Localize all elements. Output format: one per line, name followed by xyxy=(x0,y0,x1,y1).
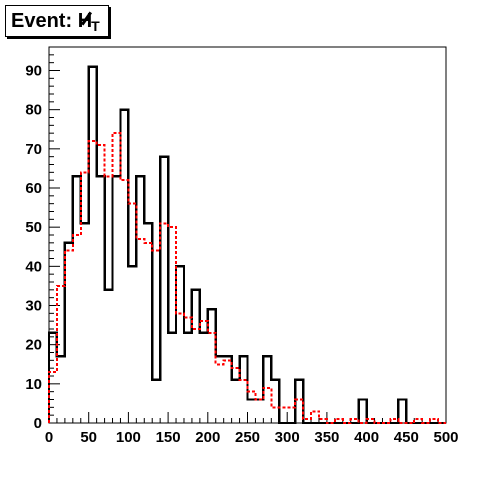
y-tick-label: 30 xyxy=(25,298,42,315)
x-tick-label: 150 xyxy=(156,429,181,446)
histogram-series-red xyxy=(48,132,446,424)
y-tick-label: 60 xyxy=(25,180,42,197)
y-tick-label: 10 xyxy=(25,376,42,393)
x-tick-label: 350 xyxy=(314,429,339,446)
y-tick-label: 70 xyxy=(25,141,42,158)
tick-label-layer: 0 50 100 150 200 250 300 350 400 450 500 0 10 20 30 40 5… xyxy=(25,63,458,447)
x-tick-label: 400 xyxy=(354,429,379,446)
x-tick-label: 300 xyxy=(275,429,300,446)
chart-title-box: Event: HT xyxy=(5,5,109,37)
y-tick-label: 50 xyxy=(25,219,42,236)
chart-title: Event: HT xyxy=(11,11,100,36)
y-tick-label: 20 xyxy=(25,337,42,354)
x-tick-label: 250 xyxy=(235,429,260,446)
chart-title-subscript: T xyxy=(91,18,100,34)
x-tick-label: 100 xyxy=(116,429,141,446)
series-layer xyxy=(47,65,446,425)
y-tick-label: 80 xyxy=(25,102,42,119)
y-tick-label: 40 xyxy=(25,258,42,275)
x-tick-label: 200 xyxy=(195,429,220,446)
x-tick-label: 450 xyxy=(394,429,419,446)
missing-ht-symbol: H xyxy=(77,10,93,32)
x-tick-label: 50 xyxy=(80,429,97,446)
y-tick-label: 0 xyxy=(34,415,42,432)
y-tick-label: 90 xyxy=(25,63,42,80)
chart-title-prefix: Event: xyxy=(11,10,78,32)
x-tick-label: 0 xyxy=(45,429,53,446)
x-tick-label: 500 xyxy=(433,429,458,446)
